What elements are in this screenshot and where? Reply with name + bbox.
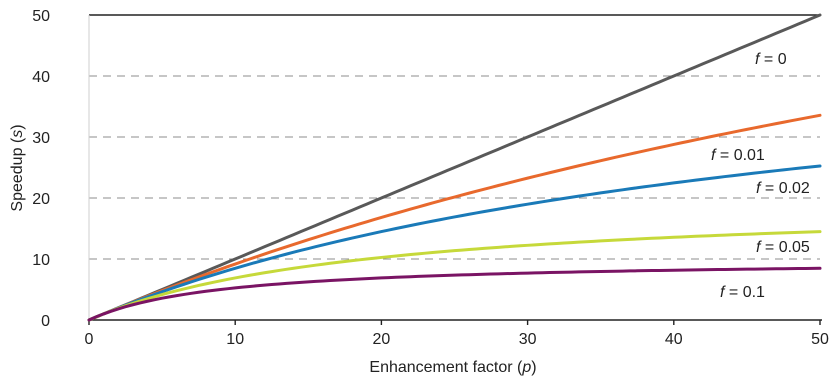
x-tick-label-50: 50 [811, 331, 829, 348]
series-label-0: f = 0 [755, 51, 787, 68]
series-line-4 [87, 266, 822, 322]
y-axis-title: Speedup (s) [9, 124, 26, 211]
series-line-3 [87, 230, 822, 322]
series-lines [87, 13, 822, 322]
x-axis-title: Enhancement factor (p) [369, 359, 536, 376]
series-labels: f = 0 f = 0.01 f = 0.02 f = 0.05 f = 0.1 [711, 51, 810, 301]
y-tick-label-50: 50 [32, 8, 50, 25]
series-label-1: f = 0.01 [711, 147, 765, 164]
y-tick-label-30: 30 [32, 130, 50, 147]
y-tick-label-20: 20 [32, 191, 50, 208]
x-tick-label-10: 10 [226, 331, 244, 348]
y-tick-label-10: 10 [32, 252, 50, 269]
series-line-1 [87, 113, 822, 322]
y-tick-label-0: 0 [41, 313, 50, 330]
axes [88, 15, 822, 325]
x-tick-label-0: 0 [85, 331, 94, 348]
x-tick-labels: 0 10 20 30 40 50 [85, 331, 829, 348]
series-label-2: f = 0.02 [756, 180, 810, 197]
series-line-0 [87, 13, 822, 322]
x-tick-label-20: 20 [373, 331, 391, 348]
series-label-3: f = 0.05 [756, 239, 810, 256]
series-line-2 [87, 164, 822, 322]
x-tick-label-40: 40 [665, 331, 683, 348]
y-tick-labels: 0 10 20 30 40 50 [32, 8, 50, 330]
series-label-4: f = 0.1 [720, 284, 765, 301]
x-tick-label-30: 30 [519, 331, 537, 348]
y-tick-label-40: 40 [32, 69, 50, 86]
